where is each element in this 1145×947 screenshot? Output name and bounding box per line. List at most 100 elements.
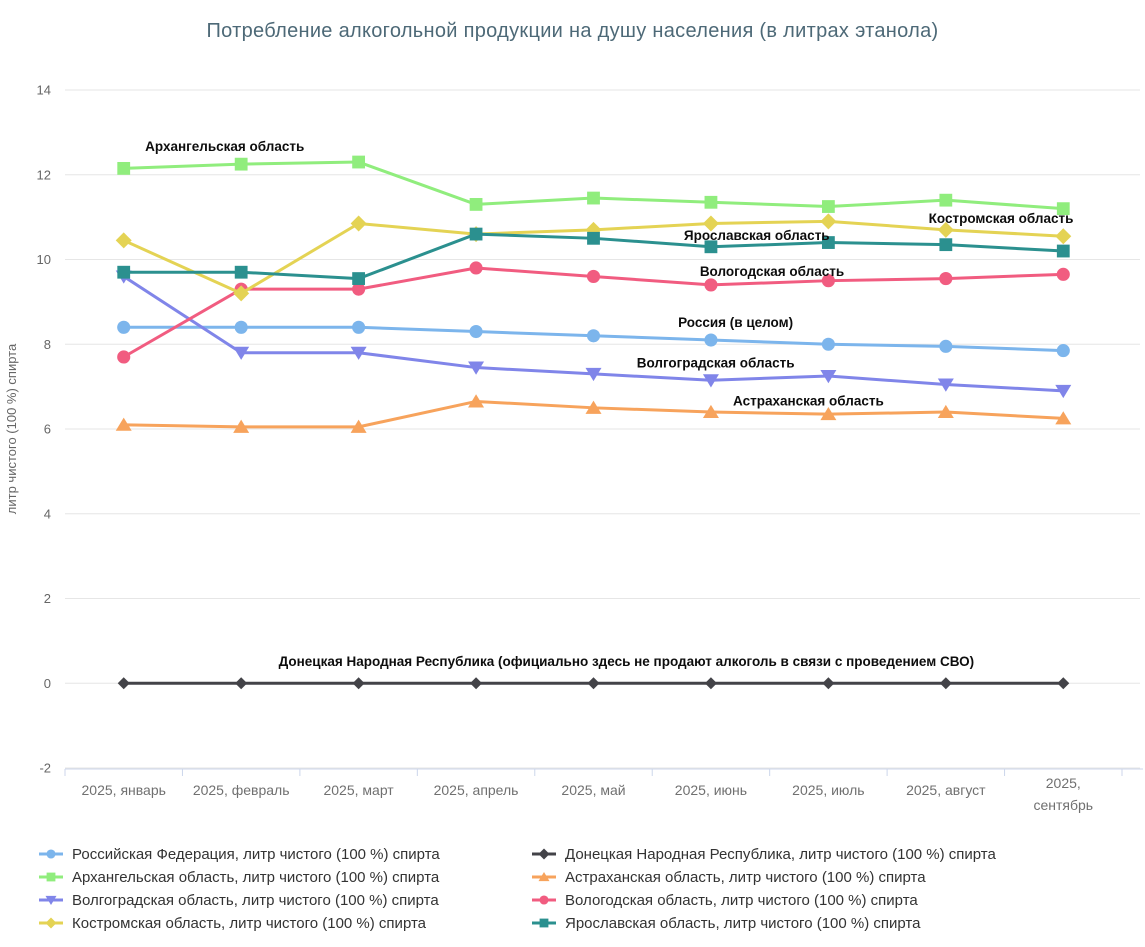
series-6 [115, 213, 1072, 302]
data-point-marker[interactable] [939, 339, 953, 353]
data-point-marker[interactable] [1055, 228, 1072, 245]
data-point-marker[interactable] [352, 320, 366, 334]
legend-item-2[interactable]: Архангельская область, литр чистого (100… [38, 866, 531, 888]
data-point-marker[interactable] [1055, 411, 1072, 425]
legend-marker-shape[interactable] [539, 918, 549, 928]
legend-item-0[interactable]: Российская Федерация, литр чистого (100 … [38, 843, 531, 865]
legend-item-label: Волгоградская область, литр чистого (100… [72, 891, 439, 909]
data-point-marker[interactable] [702, 374, 719, 388]
data-point-marker[interactable] [350, 346, 367, 360]
data-point-marker[interactable] [234, 157, 248, 171]
data-point-marker[interactable] [585, 400, 602, 414]
data-point-marker[interactable] [587, 231, 600, 245]
data-point-marker[interactable] [704, 195, 718, 209]
data-point-marker[interactable] [115, 417, 132, 431]
x-axis-label: 2025, август [906, 782, 986, 798]
data-point-marker[interactable] [704, 333, 718, 347]
legend-marker-shape[interactable] [45, 895, 57, 905]
data-point-marker[interactable] [586, 269, 601, 284]
data-point-marker[interactable] [352, 282, 366, 296]
series-annotation: Донецкая Народная Республика (официально… [279, 654, 975, 669]
data-point-marker[interactable] [234, 265, 248, 279]
data-point-marker[interactable] [939, 193, 953, 207]
data-point-marker[interactable] [821, 337, 835, 351]
data-point-marker[interactable] [939, 238, 953, 252]
data-point-marker[interactable] [469, 227, 483, 241]
data-point-marker[interactable] [820, 406, 837, 421]
data-point-marker[interactable] [1057, 677, 1070, 690]
legend-item-label: Донецкая Народная Республика, литр чисто… [565, 845, 996, 863]
data-point-marker[interactable] [704, 278, 718, 292]
series-annotation: Ярославская область [684, 228, 830, 243]
data-point-marker[interactable] [233, 285, 250, 302]
data-point-marker[interactable] [939, 677, 952, 690]
legend-item-5[interactable]: Вологодская область, литр чистого (100 %… [531, 889, 996, 911]
series-5 [117, 261, 1070, 364]
data-point-marker[interactable] [820, 370, 837, 384]
legend-item-7[interactable]: Ярославская область, литр чистого (100 %… [531, 912, 996, 934]
data-point-marker[interactable] [587, 191, 600, 205]
legend-item-1[interactable]: Донецкая Народная Республика, литр чисто… [531, 843, 996, 865]
data-point-marker[interactable] [117, 320, 131, 334]
data-point-marker[interactable] [937, 378, 954, 392]
legend-marker-shape[interactable] [538, 872, 550, 882]
data-point-marker[interactable] [937, 404, 954, 419]
data-point-marker[interactable] [1055, 384, 1072, 399]
legend-item-3[interactable]: Астраханская область, литр чистого (100 … [531, 866, 996, 888]
data-point-marker[interactable] [702, 215, 719, 232]
series-7 [117, 227, 1070, 285]
data-point-marker[interactable] [820, 213, 837, 230]
data-point-marker[interactable] [352, 677, 365, 690]
data-point-marker[interactable] [1056, 344, 1070, 358]
data-point-marker[interactable] [468, 361, 485, 375]
data-point-marker[interactable] [821, 236, 835, 249]
data-point-marker[interactable] [469, 198, 483, 211]
y-tick-label: 2 [44, 591, 51, 606]
data-point-marker[interactable] [350, 215, 367, 232]
data-point-marker[interactable] [234, 320, 248, 334]
data-point-marker[interactable] [469, 261, 483, 275]
data-point-marker[interactable] [587, 677, 600, 690]
data-point-marker[interactable] [822, 677, 835, 690]
series-annotation: Архангельская область [145, 139, 304, 154]
data-point-marker[interactable] [937, 221, 954, 238]
data-point-marker[interactable] [702, 404, 719, 419]
data-point-marker[interactable] [704, 677, 717, 690]
y-tick-label: 12 [37, 167, 51, 182]
data-point-marker[interactable] [1056, 202, 1070, 216]
data-point-marker[interactable] [352, 155, 366, 169]
data-point-marker[interactable] [821, 274, 835, 288]
data-point-marker[interactable] [1056, 267, 1070, 281]
data-point-marker[interactable] [468, 394, 485, 408]
data-point-marker[interactable] [350, 419, 367, 433]
data-point-marker[interactable] [586, 329, 601, 343]
x-axis-label: 2025, январь [82, 782, 166, 798]
legend-item-4[interactable]: Волгоградская область, литр чистого (100… [38, 889, 531, 911]
legend-marker-shape[interactable] [46, 849, 56, 859]
data-point-marker[interactable] [939, 272, 953, 286]
data-point-marker[interactable] [233, 419, 250, 433]
legend-marker-shape[interactable] [538, 848, 550, 860]
data-point-marker[interactable] [235, 677, 248, 690]
data-point-marker[interactable] [821, 200, 835, 213]
data-point-marker[interactable] [117, 161, 131, 175]
data-point-marker[interactable] [704, 240, 718, 254]
data-point-marker[interactable] [469, 324, 483, 339]
data-point-marker[interactable] [117, 677, 130, 690]
data-point-marker[interactable] [352, 272, 366, 285]
data-point-marker[interactable] [117, 350, 131, 364]
data-point-marker[interactable] [1056, 244, 1070, 258]
chart-title: Потребление алкогольной продукции на душ… [206, 20, 939, 42]
data-point-marker[interactable] [233, 346, 250, 360]
x-axis-label: 2025, март [323, 782, 394, 798]
legend-item-6[interactable]: Костромская область, литр чистого (100 %… [38, 912, 531, 934]
data-point-marker[interactable] [585, 367, 602, 382]
legend-marker-icon [39, 917, 63, 929]
legend-marker-icon [39, 895, 63, 905]
legend-marker-shape[interactable] [46, 872, 56, 882]
data-point-marker[interactable] [470, 677, 483, 690]
legend-marker-shape[interactable] [539, 895, 549, 905]
data-point-marker[interactable] [117, 265, 131, 279]
legend-marker-shape[interactable] [45, 917, 57, 929]
data-point-marker[interactable] [115, 232, 132, 249]
